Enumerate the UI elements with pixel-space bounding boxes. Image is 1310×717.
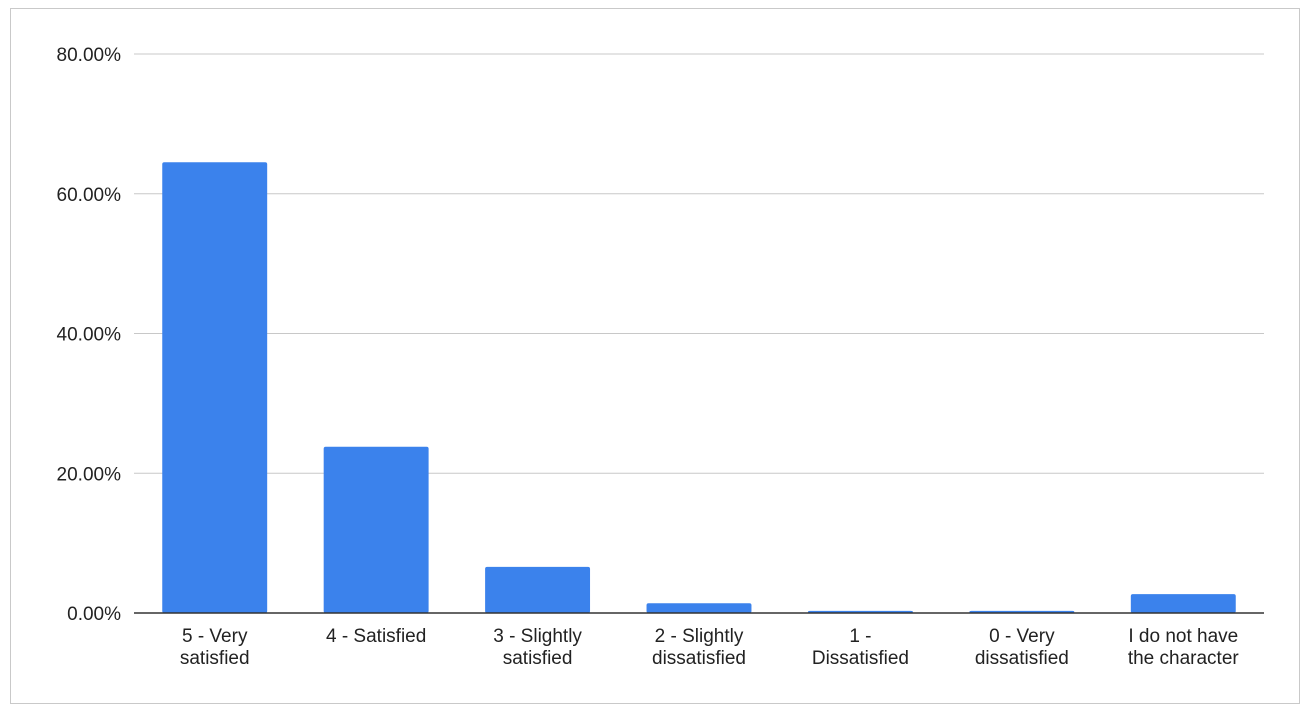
bar xyxy=(485,566,591,613)
bar xyxy=(162,162,268,613)
bar xyxy=(1130,594,1236,613)
y-tick-label: 40.00% xyxy=(57,325,122,346)
x-category-label: 4 - Satisfied xyxy=(326,626,426,647)
bar xyxy=(323,446,429,613)
bars xyxy=(162,162,1236,613)
x-category-label: 1 -Dissatisfied xyxy=(812,626,909,669)
y-tick-label: 60.00% xyxy=(57,185,122,206)
gridlines xyxy=(134,53,1264,474)
x-category-label: 3 - Slightly satisfied xyxy=(493,626,582,669)
x-category-label: 2 - Slightly dissatisfied xyxy=(652,626,746,669)
y-tick-label: 0.00% xyxy=(67,604,121,625)
y-tick-label: 80.00% xyxy=(57,45,122,66)
x-category-label: 5 - Very satisfied xyxy=(180,626,250,669)
y-tick-label: 20.00% xyxy=(57,464,122,485)
bar xyxy=(646,603,752,613)
x-category-label: 0 - Very dissatisfied xyxy=(975,626,1069,669)
x-category-label: I do not have the character xyxy=(1128,626,1240,669)
labels: 0.00% 20.00% 40.00% 60.00% 80.00% 5 - Very sat… xyxy=(57,45,1240,669)
